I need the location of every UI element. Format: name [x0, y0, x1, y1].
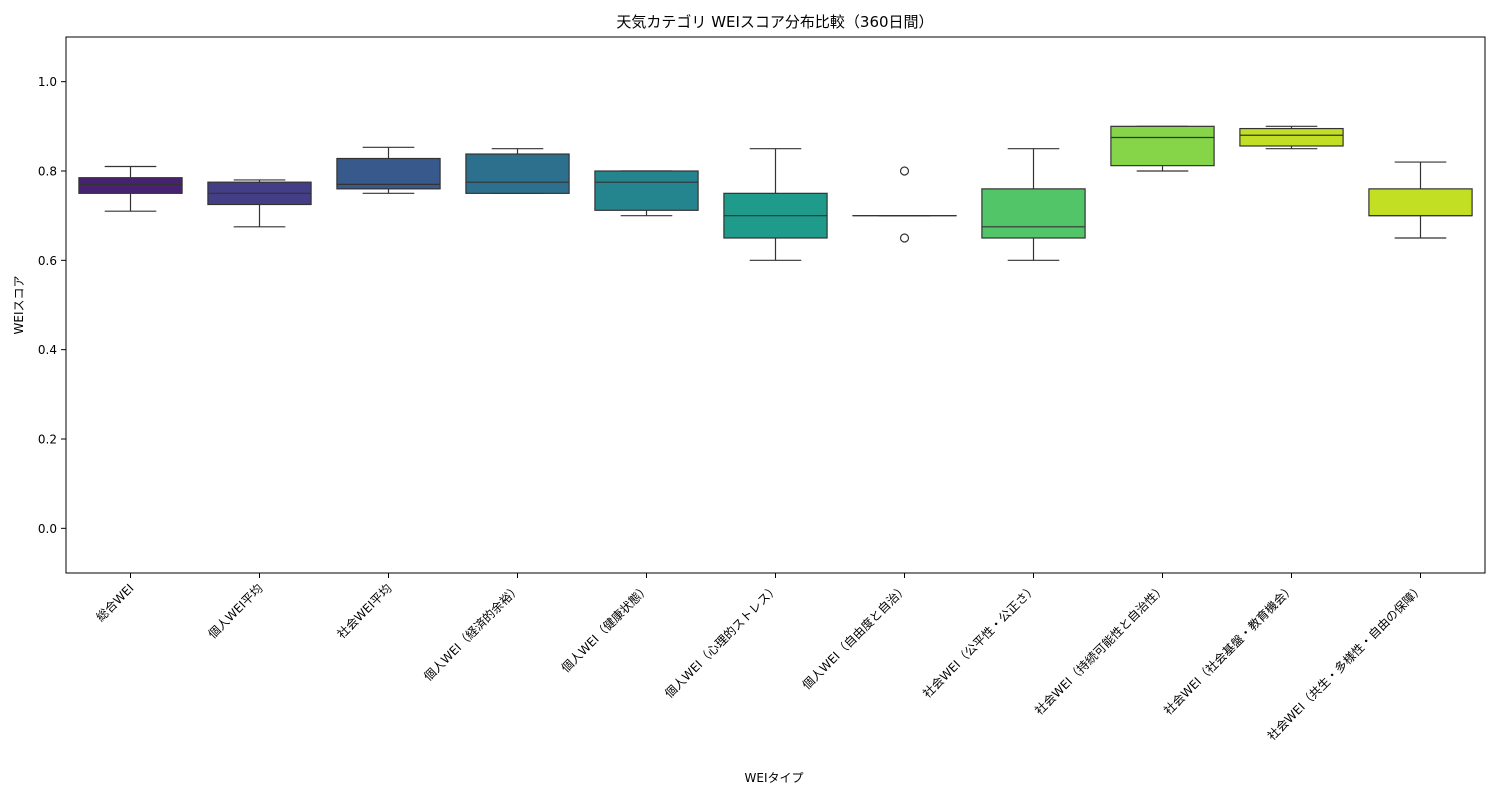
box	[594, 170, 699, 211]
box-group	[1368, 161, 1473, 239]
box	[1110, 125, 1215, 167]
y-axis: 0.0 0.2 0.4 0.6 0.8 1.0	[38, 75, 66, 536]
y-tick-label: 0.0	[38, 522, 57, 536]
y-tick-label: 1.0	[38, 75, 57, 89]
box-group	[1239, 125, 1344, 150]
box-group	[723, 148, 828, 261]
box	[78, 177, 183, 194]
box	[1368, 188, 1473, 217]
box	[981, 188, 1086, 239]
y-tick-label: 0.4	[38, 343, 57, 357]
box-group	[594, 170, 699, 217]
x-axis-label: WEIタイプ	[745, 771, 804, 785]
plot-area	[78, 125, 1473, 261]
box-group	[78, 165, 183, 212]
chart-title: 天気カテゴリ WEIスコア分布比較（360日間）	[616, 13, 933, 31]
y-tick-label: 0.2	[38, 433, 57, 447]
box-group	[1110, 125, 1215, 172]
outlier-point	[899, 233, 910, 243]
y-axis-label: WEIスコア	[12, 276, 26, 335]
box-group	[852, 166, 957, 243]
y-tick-label: 0.8	[38, 165, 57, 179]
box-group	[465, 148, 570, 194]
box-group	[981, 148, 1086, 261]
box-group	[207, 179, 312, 228]
box-group	[336, 146, 441, 194]
outlier-point	[899, 166, 910, 176]
y-tick-label: 0.6	[38, 254, 57, 268]
box	[1239, 127, 1344, 147]
box	[465, 153, 570, 194]
